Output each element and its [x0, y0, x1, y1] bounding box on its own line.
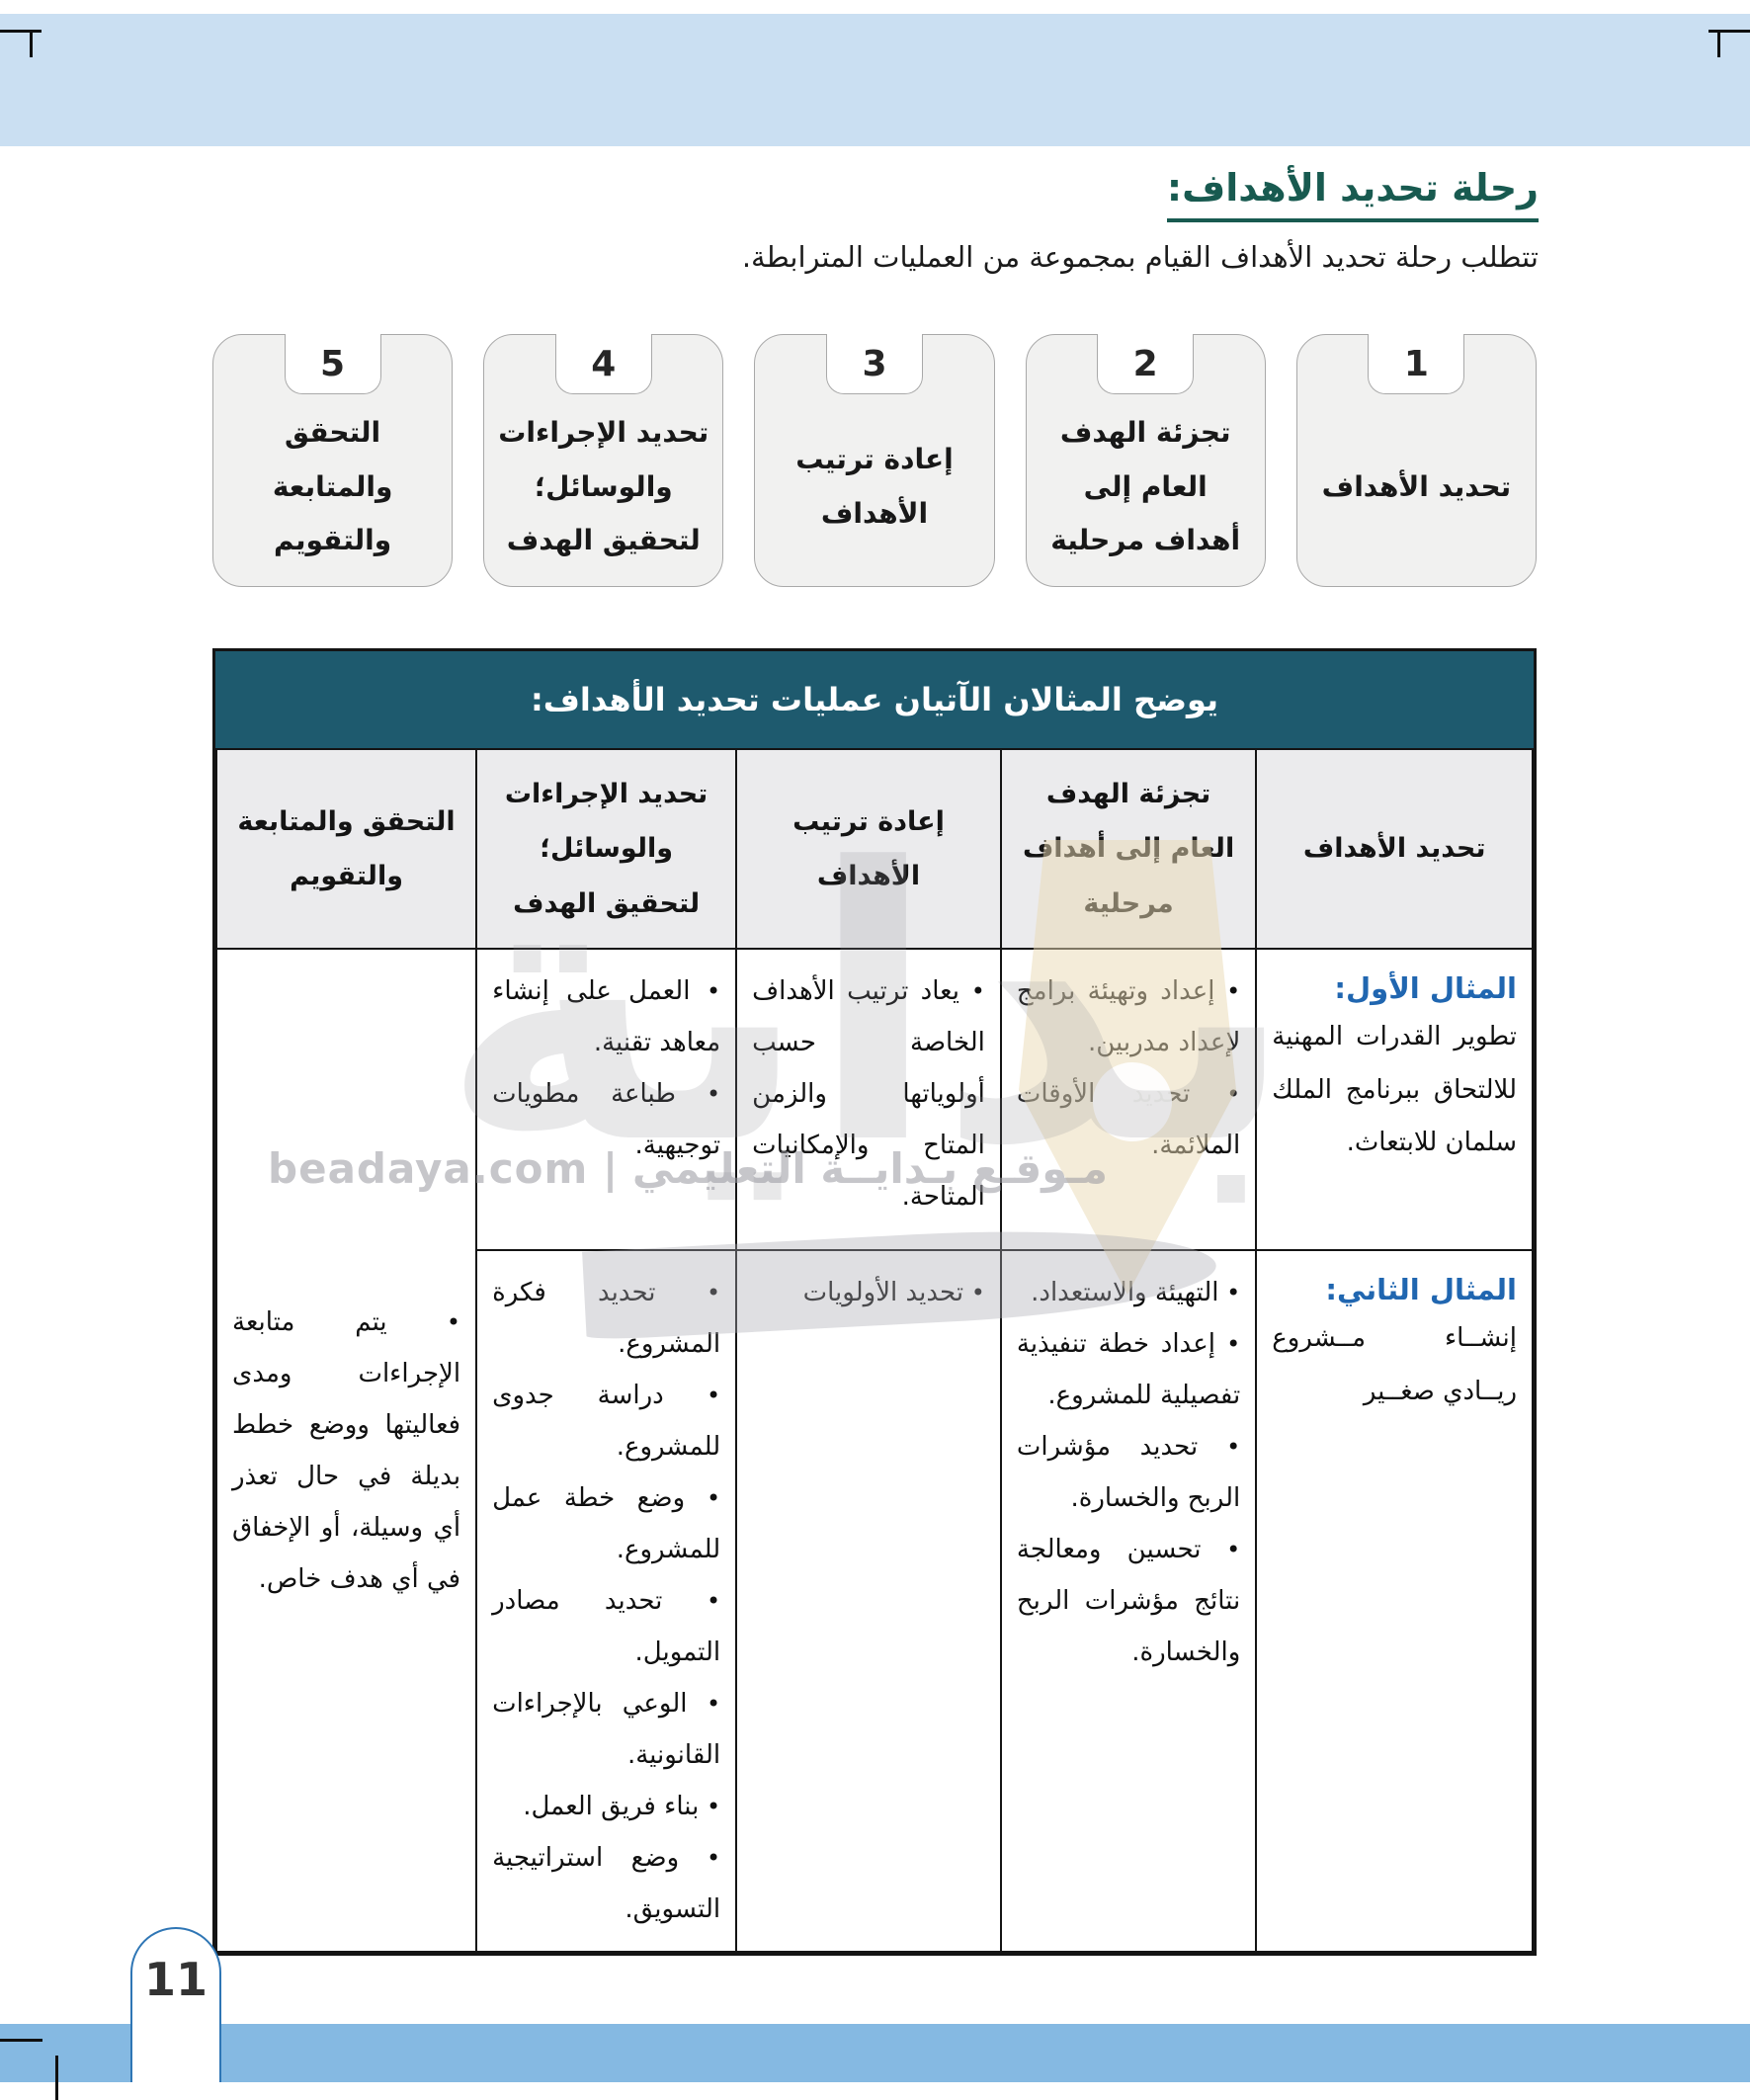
bullet-item: • تحديد الأوقات الملائمة.	[1016, 1079, 1241, 1160]
step-number: 3	[825, 334, 923, 394]
breakdown-1-list: • إعداد وتهيئة برامج لإعداد مدربين. • تحد…	[1017, 966, 1240, 1171]
bullet-dot-icon: •	[662, 1587, 721, 1615]
cell-reorder-1: • يعاد ترتيب الأهداف الخاصة حسب أولوياته…	[735, 948, 1002, 1251]
reorder-1-list: • يعاد ترتيب الأهداف الخاصة حسب أولوياته…	[752, 966, 985, 1222]
bullet-item: • تحديد الأولويات	[802, 1278, 985, 1307]
bullet-dot-icon: •	[1218, 1279, 1241, 1306]
bullet-dot-icon: •	[963, 1279, 985, 1306]
bullet-item: • الوعي بالإجراءات القانونية.	[492, 1689, 721, 1770]
bullet-dot-icon: •	[1190, 1080, 1241, 1108]
crop-mark-bottom-left-v	[55, 2056, 58, 2100]
table-caption: يوضح المثالان الآتيان عمليات تحديد الأهد…	[215, 651, 1534, 748]
cell-followup-merged: • يتم متابعة الإجراءات ومدى فعاليتها ووض…	[214, 948, 478, 1953]
bullet-item: • إعداد خطة تنفيذية تفصيلية للمشروع.	[1016, 1329, 1241, 1410]
bullet-item: • وضع خطة عمل للمشروع.	[492, 1483, 721, 1564]
col-header-goals: تحديد الأهداف	[1255, 748, 1534, 950]
example-2-label: المثال الثاني:	[1325, 1273, 1517, 1306]
page-title: رحلة تحديد الأهداف:	[1166, 166, 1539, 222]
step-label: تحديد الإجراءات والوسائل؛ لتحقيق الهدف	[498, 416, 709, 557]
followup-list: • يتم متابعة الإجراءات ومدى فعاليتها ووض…	[232, 1297, 460, 1605]
col-header-breakdown: تجزئة الهدف العام إلى أهداف مرحلية	[999, 748, 1258, 950]
page-subtitle: تتطلب رحلة تحديد الأهداف القيام بمجموعة …	[741, 240, 1539, 274]
reorder-2-list: • تحديد الأولويات	[752, 1267, 985, 1318]
breakdown-2-list: • التهيئة والاستعداد. • إعداد خطة تنفيذية…	[1017, 1267, 1240, 1678]
step-number: 4	[554, 334, 652, 394]
table-row-example-2: المثال الثاني: إنشــاء مــشروع ريــادي ص…	[216, 1249, 1534, 1953]
cell-example-1: المثال الأول: تطوير القدرات المهنية للال…	[1255, 948, 1534, 1251]
bullet-dot-icon: •	[1198, 1433, 1241, 1461]
cell-example-2: المثال الثاني: إنشــاء مــشروع ريــادي ص…	[1255, 1249, 1534, 1953]
step-label: إعادة ترتيب الأهداف	[795, 443, 954, 530]
bullet-item: • بناء فريق العمل.	[523, 1792, 721, 1821]
step-number: 2	[1097, 334, 1195, 394]
bullet-dot-icon: •	[1201, 1536, 1241, 1563]
step-number: 5	[284, 334, 381, 394]
procedures-1-list: • العمل على إنشاء معاهد تقنية. • طباعة مط…	[492, 966, 720, 1171]
bullet-item: • طباعة مطويات توجيهية.	[492, 1079, 721, 1160]
bullet-item: • وضع استراتيجية التسويق.	[492, 1843, 721, 1924]
bullet-dot-icon: •	[687, 1690, 721, 1718]
cell-reorder-2: • تحديد الأولويات	[735, 1249, 1002, 1953]
bullet-item: • العمل على إنشاء معاهد تقنية.	[492, 976, 721, 1057]
col-header-procedures: تحديد الإجراءات والوسائل؛ لتحقيق الهدف	[475, 748, 738, 950]
step-label: تحديد الأهداف	[1321, 469, 1512, 503]
page-number: 11	[143, 1953, 208, 2006]
crop-mark-top-left-v	[30, 30, 33, 57]
table-row-example-1: المثال الأول: تطوير القدرات المهنية للال…	[214, 948, 1534, 1953]
bullet-item: • تحسين ومعالجة نتائج مؤشرات الربح والخس…	[1016, 1535, 1241, 1667]
bullet-dot-icon: •	[958, 977, 985, 1005]
bottom-decorative-band	[0, 2024, 1750, 2082]
cell-breakdown-2: • التهيئة والاستعداد. • إعداد خطة تنفيذية…	[999, 1249, 1258, 1953]
step-box-3: 3 إعادة ترتيب الأهداف	[754, 334, 995, 587]
bullet-item: • يعاد ترتيب الأهداف الخاصة حسب أولوياته…	[752, 976, 985, 1212]
bullet-dot-icon: •	[699, 1793, 721, 1820]
crop-mark-bottom-left-h	[0, 2039, 42, 2042]
bullet-item: • تحديد فكرة المشروع.	[492, 1278, 721, 1359]
bullet-item: • تحديد مؤشرات الربح والخسارة.	[1016, 1432, 1241, 1513]
examples-table: يوضح المثالان الآتيان عمليات تحديد الأهد…	[212, 648, 1537, 1956]
step-number: 1	[1368, 334, 1465, 394]
bullet-item: • يتم متابعة الإجراءات ومدى فعاليتها ووض…	[232, 1306, 461, 1594]
step-box-1: 1 تحديد الأهداف	[1295, 334, 1537, 587]
cell-procedures-2: • تحديد فكرة المشروع. • دراسة جدوى للمشرو…	[475, 1249, 738, 1953]
crop-mark-top-right-h	[1708, 30, 1750, 33]
step-label: تجزئة الهدف العام إلى أهداف مرحلية	[1050, 416, 1241, 557]
bullet-dot-icon: •	[1214, 1330, 1241, 1358]
cell-procedures-1: • العمل على إنشاء معاهد تقنية. • طباعة مط…	[475, 948, 738, 1251]
step-box-4: 4 تحديد الإجراءات والوسائل؛ لتحقيق الهدف	[483, 334, 724, 587]
process-steps: 1 تحديد الأهداف 2 تجزئة الهدف العام إلى …	[211, 334, 1537, 587]
bullet-dot-icon: •	[690, 977, 721, 1005]
bullet-item: • دراسة جدوى للمشروع.	[492, 1381, 721, 1462]
procedures-2-list: • تحديد فكرة المشروع. • دراسة جدوى للمشرو…	[492, 1267, 720, 1935]
bullet-dot-icon: •	[675, 1080, 721, 1108]
example-1-label: المثال الأول:	[1334, 971, 1517, 1005]
bullet-item: • إعداد وتهيئة برامج لإعداد مدربين.	[1016, 976, 1241, 1057]
example-1-text: تطوير القدرات المهنية للالتحاق ببرنامج ا…	[1272, 1022, 1517, 1157]
bullet-dot-icon: •	[386, 1307, 461, 1336]
examples-grid: تحديد الأهداف تجزئة الهدف العام إلى أهدا…	[214, 748, 1534, 1953]
step-box-5: 5 التحقق والمتابعة والتقويم	[211, 334, 454, 587]
crop-mark-top-right-v	[1717, 30, 1720, 57]
table-header-row: تحديد الأهداف تجزئة الهدف العام إلى أهدا…	[214, 748, 1534, 950]
bullet-dot-icon: •	[1214, 977, 1241, 1005]
bullet-dot-icon: •	[663, 1382, 721, 1409]
step-label: التحقق والمتابعة والتقويم	[272, 416, 393, 557]
cell-breakdown-1: • إعداد وتهيئة برامج لإعداد مدربين. • تحد…	[999, 948, 1258, 1251]
bullet-dot-icon: •	[685, 1484, 721, 1512]
step-box-2: 2 تجزئة الهدف العام إلى أهداف مرحلية	[1025, 334, 1266, 587]
bullet-dot-icon: •	[655, 1279, 721, 1306]
bullet-item: • التهيئة والاستعداد.	[1031, 1278, 1241, 1307]
page-number-badge: 11	[130, 1927, 221, 2082]
col-header-reorder: إعادة ترتيب الأهداف	[735, 748, 1002, 950]
bullet-dot-icon: •	[679, 1844, 721, 1872]
crop-mark-top-left-h	[0, 30, 42, 33]
bullet-item: • تحديد مصادر التمويل.	[492, 1586, 721, 1667]
top-decorative-band	[0, 14, 1750, 146]
col-header-followup: التحقق والمتابعة والتقويم	[214, 748, 478, 950]
example-2-text: إنشــاء مــشروع ريــادي صغــير	[1272, 1323, 1517, 1406]
